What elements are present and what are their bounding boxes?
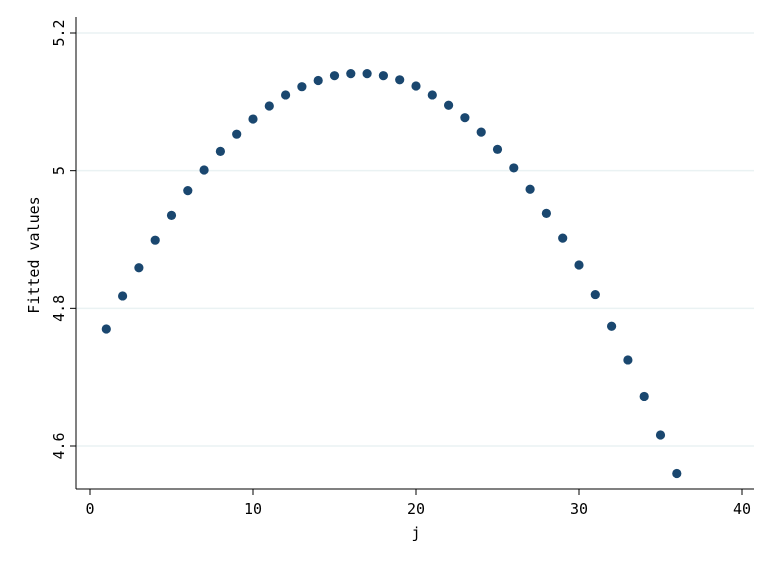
data-point	[101, 324, 111, 334]
data-point	[476, 127, 486, 137]
data-point	[607, 321, 617, 331]
y-tick-label: 4.6	[50, 432, 68, 459]
data-point	[166, 210, 177, 221]
data-point	[395, 75, 405, 85]
x-ticks: 0 10 20 30 40	[85, 489, 751, 518]
x-tick-label: 30	[570, 500, 588, 518]
data-point	[492, 144, 503, 154]
y-tick-label: 5.2	[50, 19, 68, 46]
data-point	[444, 100, 454, 110]
x-tick-label: 0	[85, 500, 94, 518]
data-point	[329, 71, 340, 81]
data-point	[427, 90, 437, 100]
data-point	[232, 129, 242, 139]
data-point	[281, 90, 291, 100]
data-point	[623, 355, 633, 365]
data-point	[672, 468, 682, 479]
data-points	[101, 69, 682, 479]
data-point	[639, 391, 649, 402]
data-point	[150, 235, 160, 245]
x-tick-label: 20	[407, 500, 425, 518]
data-point	[574, 260, 584, 270]
data-point	[215, 146, 225, 156]
data-point	[313, 75, 323, 86]
data-point	[199, 165, 209, 175]
y-axis-title: Fitted values	[25, 196, 43, 313]
data-point	[378, 71, 388, 81]
y-tick-label: 4.8	[50, 295, 68, 322]
data-point	[346, 69, 356, 79]
data-point	[411, 81, 421, 91]
gridlines	[76, 32, 754, 447]
data-point	[297, 82, 307, 92]
data-point	[183, 186, 193, 196]
y-ticks: 4.6 4.8 5 5.2	[50, 19, 76, 460]
data-point	[248, 114, 258, 124]
axes	[75, 17, 754, 490]
data-point	[118, 291, 128, 301]
data-point	[590, 289, 600, 300]
data-point	[655, 430, 666, 440]
x-tick-label: 40	[733, 500, 751, 518]
data-point	[558, 233, 568, 243]
y-tick-label: 5	[50, 166, 68, 175]
data-point	[460, 113, 470, 123]
data-point	[525, 184, 535, 194]
data-point	[264, 101, 274, 111]
x-tick-label: 10	[244, 500, 262, 518]
data-point	[541, 208, 552, 218]
data-point	[362, 69, 372, 79]
x-axis-title: j	[411, 524, 420, 542]
data-point	[134, 263, 144, 273]
data-point	[509, 163, 519, 173]
